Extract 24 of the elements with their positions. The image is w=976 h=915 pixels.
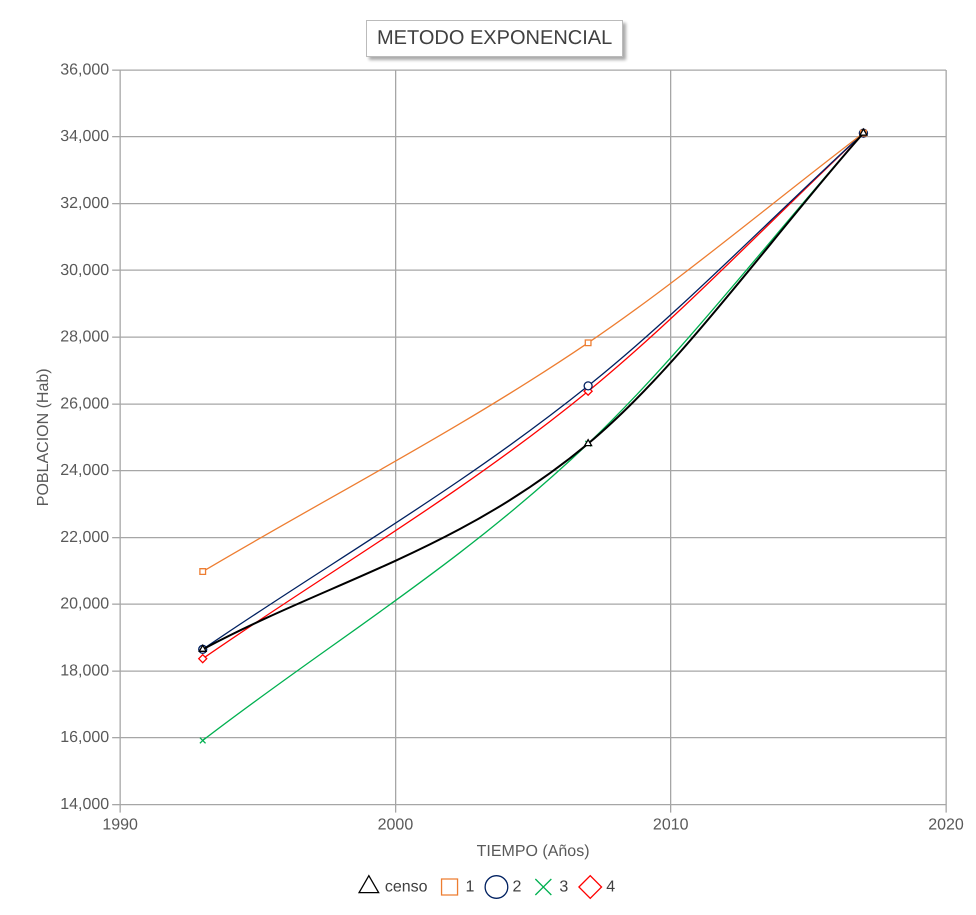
y-tick-label: 14,000	[60, 796, 110, 814]
y-tick-label: 18,000	[60, 662, 110, 680]
y-tick-label: 36,000	[60, 61, 110, 78]
y-axis-title: POBLACION (Hab)	[35, 368, 52, 506]
y-tick-label: 26,000	[60, 395, 110, 412]
y-tick-label: 34,000	[60, 128, 110, 146]
x-tick-label: 2010	[652, 816, 689, 834]
chart-title: METODO EXPONENCIAL	[366, 20, 624, 57]
y-tick-label: 24,000	[60, 462, 110, 480]
y-tick-label: 32,000	[60, 194, 110, 212]
y-tick-label: 20,000	[60, 596, 110, 613]
y-tick-label: 30,000	[60, 262, 110, 279]
x-tick-label: 2020	[928, 816, 964, 834]
legend-label: 3	[559, 878, 568, 896]
legend-label: 2	[512, 878, 522, 896]
legend-label: censo	[384, 878, 428, 896]
x-axis-title: TIEMPO (Años)	[476, 842, 590, 860]
y-tick-label: 22,000	[60, 528, 110, 546]
y-tick-label: 28,000	[60, 328, 110, 346]
legend-label: 1	[466, 878, 475, 896]
legend-label: 4	[606, 878, 616, 896]
x-tick-label: 2000	[378, 816, 414, 834]
y-tick-label: 16,000	[60, 729, 110, 746]
x-tick-label: 1990	[102, 816, 138, 834]
